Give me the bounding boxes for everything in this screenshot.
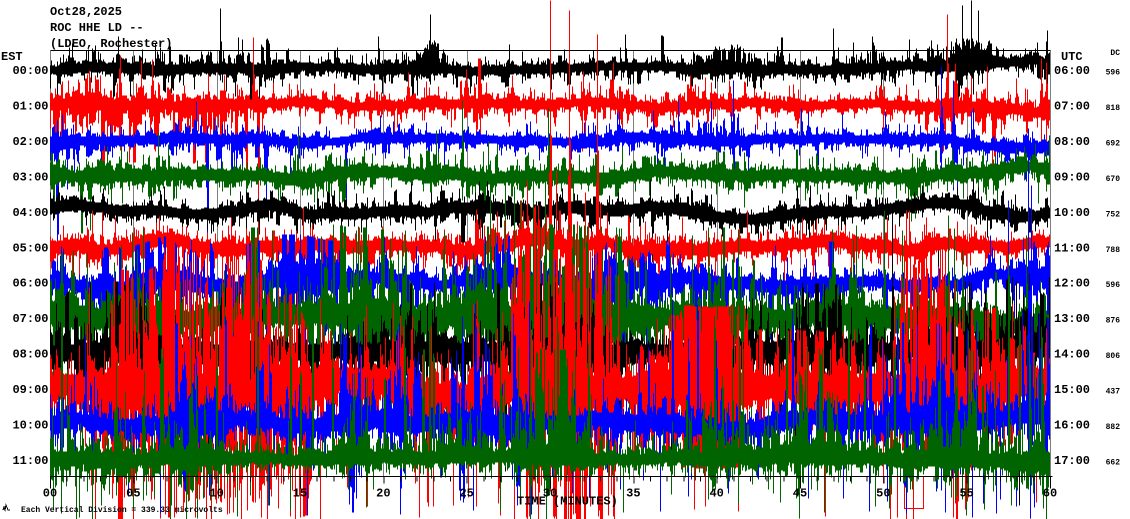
svg-text:60: 60 (1043, 487, 1057, 501)
svg-text:662: 662 (1106, 458, 1121, 467)
svg-text:UTC: UTC (1061, 50, 1083, 64)
svg-text:882: 882 (1106, 423, 1121, 432)
svg-text:05: 05 (126, 487, 140, 501)
svg-text:11:00: 11:00 (12, 454, 48, 468)
svg-text:10:00: 10:00 (1054, 206, 1090, 220)
svg-text:DC: DC (1110, 49, 1120, 58)
svg-text:876: 876 (1106, 317, 1121, 326)
svg-text:01:00: 01:00 (12, 99, 48, 113)
svg-text:55: 55 (959, 487, 973, 501)
svg-text:02:00: 02:00 (12, 135, 48, 149)
svg-text:45: 45 (793, 487, 807, 501)
svg-text:17:00: 17:00 (1054, 454, 1090, 468)
svg-text:Oct28,2025: Oct28,2025 (50, 5, 122, 19)
svg-text:692: 692 (1106, 139, 1121, 148)
svg-text:15:00: 15:00 (1054, 383, 1090, 397)
svg-text:806: 806 (1106, 352, 1121, 361)
svg-text:788: 788 (1106, 246, 1121, 255)
svg-text:16:00: 16:00 (1054, 419, 1090, 433)
svg-text:ROC HHE LD --: ROC HHE LD -- (50, 21, 144, 35)
svg-text:(LDEO, Rochester): (LDEO, Rochester) (50, 37, 172, 51)
svg-text:25: 25 (459, 487, 473, 501)
svg-text:09:00: 09:00 (12, 383, 48, 397)
svg-text:35: 35 (626, 487, 640, 501)
svg-text:07:00: 07:00 (12, 312, 48, 326)
svg-text:40: 40 (709, 487, 723, 501)
svg-text:10:00: 10:00 (12, 419, 48, 433)
svg-text:04:00: 04:00 (12, 206, 48, 220)
svg-text:Each Vertical Division = 339.: Each Vertical Division = 339.33 microvol… (21, 506, 223, 515)
svg-text:EST: EST (1, 50, 23, 64)
svg-text:596: 596 (1106, 281, 1121, 290)
svg-text:08:00: 08:00 (12, 348, 48, 362)
svg-text:50: 50 (876, 487, 890, 501)
svg-text:15: 15 (293, 487, 307, 501)
svg-text:14:00: 14:00 (1054, 348, 1090, 362)
svg-text:13:00: 13:00 (1054, 312, 1090, 326)
svg-text:05:00: 05:00 (12, 241, 48, 255)
svg-text:00: 00 (43, 487, 57, 501)
svg-text:30: 30 (543, 487, 557, 501)
svg-text:TIME (MINUTES): TIME (MINUTES) (517, 495, 618, 509)
svg-text:752: 752 (1106, 210, 1121, 219)
svg-text:10: 10 (209, 487, 223, 501)
svg-text:03:00: 03:00 (12, 170, 48, 184)
svg-text:06:00: 06:00 (12, 277, 48, 291)
svg-text:07:00: 07:00 (1054, 99, 1090, 113)
svg-text:11:00: 11:00 (1054, 241, 1090, 255)
svg-text:437: 437 (1106, 388, 1121, 397)
svg-text:12:00: 12:00 (1054, 277, 1090, 291)
svg-text:08:00: 08:00 (1054, 135, 1090, 149)
svg-text:818: 818 (1106, 104, 1121, 113)
svg-text:670: 670 (1106, 175, 1121, 184)
svg-text:00:00: 00:00 (12, 64, 48, 78)
svg-text:20: 20 (376, 487, 390, 501)
svg-text:596: 596 (1106, 69, 1121, 78)
svg-text:09:00: 09:00 (1054, 170, 1090, 184)
svg-text:06:00: 06:00 (1054, 64, 1090, 78)
